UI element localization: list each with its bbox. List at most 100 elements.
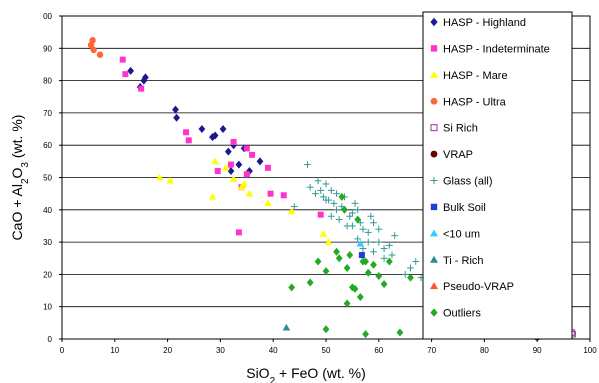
data-point — [380, 254, 388, 262]
x-tick-label: 70 — [427, 346, 436, 355]
legend-entry-label: <10 um — [443, 228, 480, 240]
data-point — [243, 145, 250, 152]
data-point — [306, 183, 314, 191]
data-point — [354, 215, 362, 224]
data-point — [138, 85, 145, 92]
x-tick-label: 20 — [163, 346, 172, 355]
data-point — [330, 199, 338, 207]
data-point — [288, 283, 296, 292]
data-point — [240, 180, 248, 187]
legend-marker — [430, 150, 438, 158]
data-point — [388, 251, 396, 259]
x-tick-label: 30 — [216, 346, 225, 355]
data-point — [327, 212, 335, 220]
data-point — [351, 284, 359, 293]
y-tick-label: 20 — [43, 270, 52, 279]
legend-marker — [430, 97, 438, 105]
data-point — [364, 229, 372, 236]
data-point — [362, 257, 369, 266]
data-point — [87, 41, 95, 49]
legend-entry-label: Pseudo-VRAP — [443, 281, 514, 293]
x-tick-label: 10 — [110, 346, 119, 355]
data-point — [280, 192, 287, 199]
legend: HASP - Highland HASP - Indeterminate HASP … — [422, 11, 573, 340]
x-tick-label: 50 — [322, 346, 331, 355]
series-hasp-ultra — [87, 37, 104, 58]
data-point — [317, 211, 324, 218]
y-tick-label: 50 — [43, 174, 52, 183]
data-point — [367, 212, 375, 220]
data-point — [166, 176, 175, 184]
y-tick-label: 60 — [43, 141, 52, 150]
data-point — [338, 192, 346, 201]
data-point — [306, 278, 314, 287]
data-point — [90, 46, 97, 54]
data-point — [380, 245, 388, 252]
data-point — [349, 209, 356, 217]
data-point — [324, 238, 333, 245]
y-tick-label: 80 — [43, 77, 52, 86]
series-hasp-highland — [127, 66, 264, 176]
data-point — [264, 199, 272, 207]
legend-entry-label: Glass (all) — [443, 176, 493, 188]
x-axis-label-subscript: 2 — [270, 376, 276, 383]
y-tick-label: 10 — [43, 303, 52, 312]
data-point — [407, 273, 414, 282]
data-point — [96, 51, 104, 58]
x-axis-label-part: + FeO (wt. %) — [275, 365, 366, 381]
data-point — [370, 219, 377, 227]
data-point — [354, 235, 362, 243]
data-point — [287, 207, 296, 215]
legend-entry-label: Ti - Rich — [443, 255, 484, 267]
series-glass-all — [290, 161, 504, 298]
y-axis-title: CaO + Al2O3 (wt. %) — [9, 115, 31, 241]
y-tick-label: 70 — [43, 109, 52, 118]
data-point — [391, 232, 399, 240]
data-point — [356, 239, 365, 247]
x-tick-label: 80 — [480, 346, 489, 355]
data-point — [335, 216, 343, 223]
data-point — [364, 238, 372, 246]
data-point — [364, 268, 372, 277]
data-point — [227, 161, 234, 168]
data-point — [385, 241, 393, 249]
data-point — [412, 258, 420, 265]
data-point — [209, 133, 216, 142]
x-tick-label: 40 — [269, 346, 278, 355]
data-point — [211, 131, 219, 140]
data-point — [119, 56, 126, 63]
data-point — [256, 157, 264, 166]
data-point — [219, 125, 227, 134]
legend-marker — [430, 308, 438, 317]
data-point — [380, 280, 388, 289]
y-axis-label-subscript: 2 — [20, 178, 31, 184]
x-tick-label: 90 — [533, 346, 542, 355]
data-point — [214, 168, 221, 175]
data-point — [407, 264, 414, 272]
legend-marker — [430, 229, 438, 237]
data-point — [183, 129, 190, 136]
data-point — [317, 187, 325, 194]
data-point — [346, 251, 354, 260]
data-point — [333, 247, 340, 256]
y-axis-label-part: O — [9, 167, 25, 178]
y-tick-label: 0 — [48, 335, 53, 344]
data-point — [362, 330, 369, 339]
x-tick-label: 60 — [374, 346, 383, 355]
data-point — [221, 164, 230, 171]
data-point — [235, 160, 243, 169]
data-point — [208, 193, 217, 200]
legend-entry-label: Bulk Soil — [443, 202, 486, 214]
data-point — [375, 272, 383, 281]
data-point — [327, 187, 335, 194]
data-point — [142, 73, 149, 82]
data-point — [322, 180, 330, 188]
data-point — [155, 173, 164, 181]
data-point — [351, 199, 359, 207]
x-tick-label: 0 — [60, 346, 65, 355]
data-point — [211, 157, 219, 165]
series-10-um — [356, 239, 365, 247]
data-point — [335, 254, 343, 263]
